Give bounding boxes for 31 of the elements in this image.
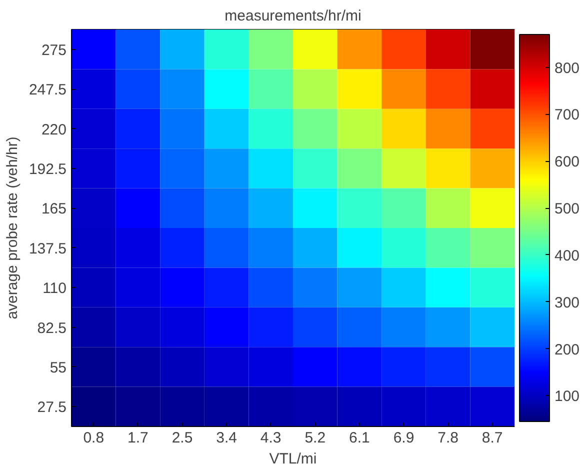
y-tick-label: 220 [41,121,67,138]
x-tick-label: 5.2 [304,430,326,446]
x-tick-label: 0.8 [83,430,104,446]
y-tick-label: 192.5 [28,160,67,178]
color-bar-label: 200 [554,341,580,358]
y-axis-title: average probe rate (veh/hr) [4,136,21,320]
x-tick-label: 4.3 [260,430,282,446]
y-tick-label: 27.5 [37,399,67,416]
y-tick-label: 110 [42,280,67,298]
y-tick-label: 247.5 [28,82,67,99]
color-bar-label: 500 [554,200,580,218]
color-bar-label: 800 [554,60,580,77]
color-bar-label: 600 [554,154,580,171]
y-tick-label: 275 [41,42,67,59]
y-tick-label: 82.5 [37,320,67,337]
color-bar-label: 400 [554,247,580,264]
x-tick-label: 6.1 [349,430,370,446]
x-tick-label: 2.5 [172,430,193,446]
color-bar-label: 700 [554,106,580,124]
x-tick-label: 1.7 [128,430,148,446]
x-tick-label: 3.4 [216,430,237,446]
chart-title: measurements/hr/mi [224,8,362,24]
x-tick-label: 8.7 [482,430,503,446]
x-tick-label: 7.8 [438,430,458,446]
color-bar-label: 300 [554,294,580,312]
color-bar-label: 100 [554,388,580,406]
y-tick-label: 55 [50,359,67,376]
x-axis-title: VTL/mi [269,450,317,468]
y-tick-label: 137.5 [28,240,67,258]
x-tick-label: 6.9 [393,430,414,446]
y-tick-label: 165 [41,200,67,218]
